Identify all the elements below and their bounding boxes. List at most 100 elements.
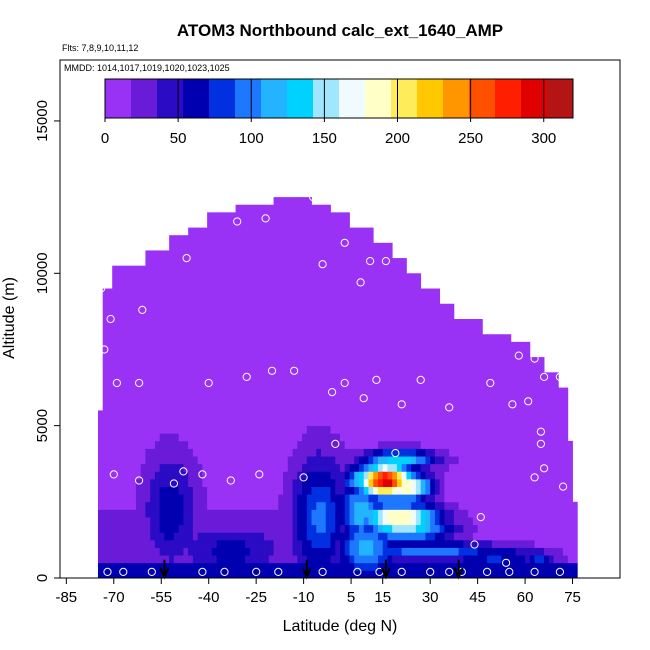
heat-cell [259, 219, 265, 228]
heat-cell [463, 425, 469, 434]
heat-cell [363, 478, 369, 487]
heat-cell [330, 349, 336, 358]
heat-cell [349, 227, 355, 236]
heat-cell [302, 395, 308, 404]
heat-cell [496, 433, 502, 442]
heat-cell [107, 524, 113, 533]
heat-cell [154, 364, 161, 373]
heat-cell [420, 463, 426, 472]
heat-cell [249, 387, 255, 396]
heat-cell [354, 341, 360, 350]
heat-cell [340, 357, 346, 366]
heat-cell [387, 524, 393, 533]
heat-cell [529, 494, 535, 503]
heat-cell [278, 425, 284, 434]
heat-cell [506, 517, 512, 526]
heat-cell [453, 478, 460, 487]
heat-cell [558, 478, 564, 487]
heat-cell [173, 349, 180, 358]
heat-cell [302, 265, 308, 274]
heat-cell [249, 509, 255, 518]
heat-cell [202, 364, 208, 373]
heat-cell [259, 433, 265, 442]
heat-cell [173, 425, 180, 434]
heat-cell [268, 341, 274, 350]
heat-cell [368, 570, 374, 578]
heat-cell [387, 486, 393, 495]
heat-cell [544, 532, 550, 541]
heat-cell [415, 539, 422, 548]
heat-cell [373, 547, 379, 556]
heat-cell [520, 418, 526, 427]
heat-cell [287, 418, 293, 427]
heat-cell [472, 433, 479, 442]
heat-cell [330, 532, 336, 541]
heat-cell [188, 341, 194, 350]
heat-cell [183, 463, 189, 472]
heat-cell [207, 372, 213, 381]
heat-cell [463, 357, 469, 366]
heat-cell [169, 425, 175, 434]
heat-cell [159, 425, 165, 434]
heat-cell [401, 303, 407, 312]
heat-cell [140, 517, 146, 526]
heat-cell [273, 410, 279, 419]
heat-cell [145, 334, 151, 343]
heat-cell [382, 433, 388, 442]
heat-cell [140, 341, 146, 350]
heat-cell [363, 532, 369, 541]
heat-cell [154, 524, 161, 533]
heat-cell [259, 402, 265, 411]
heat-cell [449, 349, 455, 358]
heat-cell [112, 410, 118, 419]
heat-cell [240, 539, 246, 548]
heat-cell [268, 212, 274, 221]
heat-cell [444, 539, 450, 548]
heat-cell [169, 456, 175, 465]
heat-cell [287, 562, 293, 571]
heat-cell [363, 440, 369, 449]
heat-cell [178, 433, 184, 442]
heat-cell [173, 242, 180, 251]
heat-cell [259, 227, 265, 236]
heat-cell [363, 463, 369, 472]
heat-cell [316, 288, 322, 297]
heat-cell [221, 387, 227, 396]
heat-cell [254, 440, 260, 449]
heat-cell [159, 258, 165, 267]
heat-cell [501, 440, 507, 449]
heat-cell [197, 539, 203, 548]
heat-cell [401, 387, 407, 396]
sample-point [182, 254, 191, 263]
heat-cell [510, 433, 516, 442]
heat-cell [273, 265, 279, 274]
heat-cell [487, 509, 493, 518]
heat-cell [131, 410, 137, 419]
heat-cell [216, 440, 222, 449]
heat-cell [358, 555, 365, 564]
heat-cell [311, 486, 317, 495]
heat-cell [563, 425, 569, 434]
heat-cell [230, 227, 236, 236]
heat-cell [363, 425, 369, 434]
heat-cell [525, 501, 531, 510]
heat-cell [102, 471, 108, 480]
heat-cell [449, 319, 455, 328]
heat-cell [150, 471, 156, 480]
heat-cell [340, 486, 346, 495]
heat-cell [558, 448, 564, 457]
heat-cell [415, 402, 422, 411]
heat-cell [548, 456, 554, 465]
heat-cell [491, 501, 498, 510]
heat-cell [506, 471, 512, 480]
heat-cell [363, 517, 369, 526]
heat-cell [102, 433, 108, 442]
heat-cell [259, 501, 265, 510]
heat-cell [302, 501, 308, 510]
colorbar-tick-label: 300 [531, 130, 556, 147]
heat-cell [235, 273, 241, 282]
heat-cell [344, 303, 350, 312]
heat-cell [126, 402, 132, 411]
heat-cell [491, 547, 498, 556]
heat-cell [292, 471, 298, 480]
